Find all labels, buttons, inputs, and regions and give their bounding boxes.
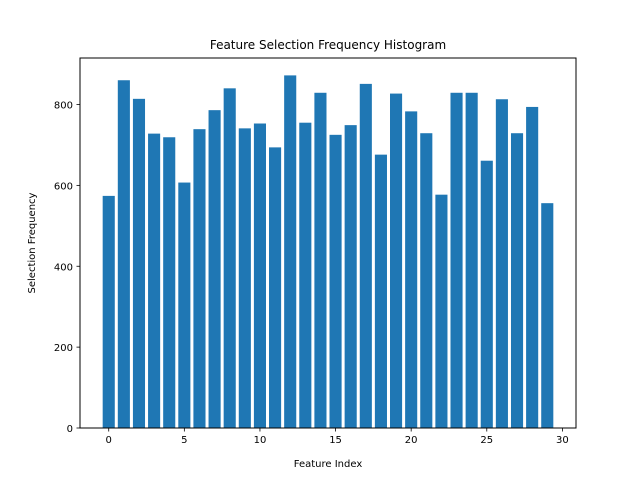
x-tick-label: 15 xyxy=(329,435,342,446)
y-axis-ticks: 0 200 400 600 800 xyxy=(54,101,80,435)
bar-feature-15 xyxy=(329,134,342,428)
chart-title: Feature Selection Frequency Histogram xyxy=(210,38,446,52)
bar-feature-28 xyxy=(526,106,539,429)
bar-feature-10 xyxy=(253,123,266,428)
bar-feature-1 xyxy=(117,80,130,429)
bar-feature-23 xyxy=(450,92,463,428)
bar-feature-25 xyxy=(480,160,493,428)
x-tick-label: 10 xyxy=(254,435,267,446)
x-tick-label: 30 xyxy=(556,435,569,446)
bar-feature-7 xyxy=(208,110,221,428)
bar-feature-9 xyxy=(238,128,251,429)
bar-feature-20 xyxy=(405,111,418,428)
bar-feature-4 xyxy=(163,137,176,428)
bar-feature-14 xyxy=(314,92,327,428)
bar-feature-18 xyxy=(374,154,387,428)
bar-feature-21 xyxy=(420,133,433,428)
y-tick-label: 600 xyxy=(54,181,73,192)
bar-feature-26 xyxy=(495,99,508,428)
x-tick-label: 5 xyxy=(181,435,187,446)
y-tick-label: 0 xyxy=(67,424,73,435)
bar-feature-29 xyxy=(541,203,554,428)
bar-feature-6 xyxy=(193,129,206,429)
bar-feature-12 xyxy=(284,75,297,428)
bar-feature-22 xyxy=(435,194,448,428)
bar-feature-19 xyxy=(390,93,403,428)
bar-feature-13 xyxy=(299,122,312,428)
x-axis-label: Feature Index xyxy=(294,459,363,470)
x-tick-label: 25 xyxy=(480,435,493,446)
bar-feature-2 xyxy=(132,98,146,428)
bar-feature-27 xyxy=(510,133,524,428)
y-tick-label: 800 xyxy=(54,101,73,112)
bar-feature-5 xyxy=(178,182,191,428)
bar-feature-8 xyxy=(223,88,236,428)
bar-feature-24 xyxy=(465,92,478,428)
x-tick-label: 0 xyxy=(106,435,112,446)
plot-frame xyxy=(79,57,577,429)
y-tick-label: 200 xyxy=(54,343,73,354)
x-axis-ticks: 0 5 10 15 20 25 30 xyxy=(106,428,569,446)
y-tick-label: 400 xyxy=(54,262,73,273)
bar-feature-0 xyxy=(102,195,115,428)
bar-feature-11 xyxy=(269,147,282,428)
y-axis-label: Selection Frequency xyxy=(27,192,38,293)
bars-group xyxy=(102,75,554,429)
bar-feature-3 xyxy=(148,133,161,428)
bar-feature-17 xyxy=(359,83,372,428)
x-tick-label: 20 xyxy=(405,435,418,446)
bar-feature-16 xyxy=(344,125,357,428)
